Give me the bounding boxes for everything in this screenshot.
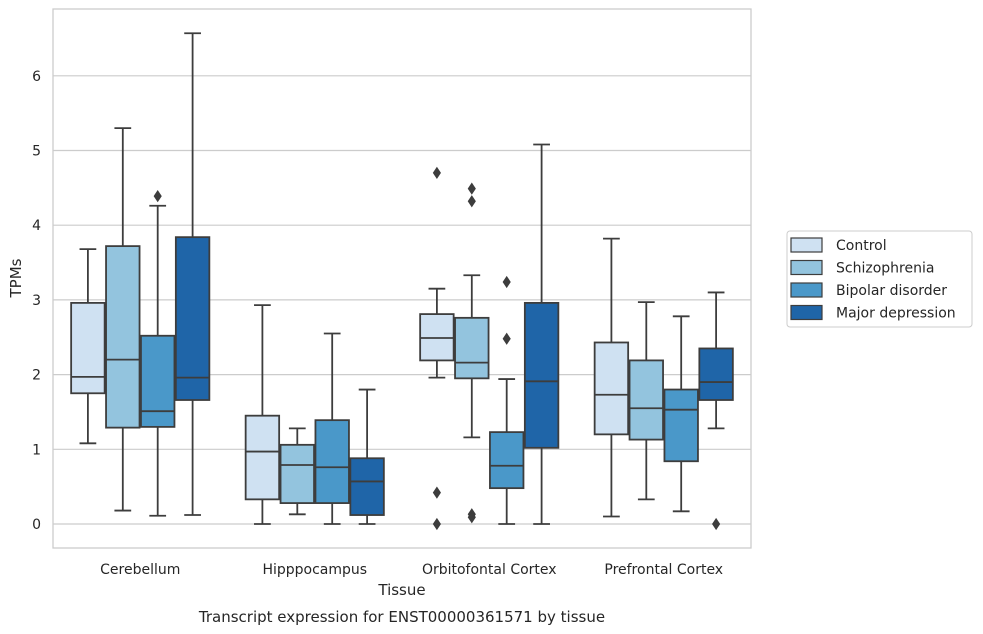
box-0-3: [593, 237, 630, 518]
box-1-3: [628, 301, 664, 501]
box-1-2: [454, 182, 490, 524]
legend-label-0: Control: [836, 238, 887, 254]
x-tick-label-3: Prefrontal Cortex: [604, 562, 723, 578]
outlier-0: [712, 517, 721, 531]
x-axis-ticks: Cerebellum Hipppocampus Orbitofontal Corte…: [100, 562, 723, 578]
legend: Control Schizophrenia Bipolar disorder Majo…: [786, 230, 973, 328]
box-body: [349, 457, 385, 516]
outlier-1: [432, 486, 441, 499]
box-series: [70, 32, 734, 531]
box-3-1: [349, 388, 385, 525]
box-body: [489, 431, 525, 490]
box-body: [314, 419, 350, 504]
box-0-1: [244, 304, 281, 525]
legend-label-1: Schizophrenia: [836, 261, 934, 277]
x-tick-label-0: Cerebellum: [100, 562, 180, 578]
y-axis-ticks: 0 1 2 3 4 5 6: [32, 69, 41, 533]
x-axis-title: Tissue: [377, 581, 425, 599]
box-body: [105, 245, 141, 429]
legend-frame: [786, 230, 973, 328]
box-2-3: [663, 315, 699, 513]
y-tick-label-1: 1: [32, 442, 41, 458]
outlier-1: [502, 332, 511, 345]
legend-swatch-3: [790, 304, 823, 321]
box-body: [279, 443, 315, 504]
box-2-2: [489, 275, 525, 525]
legend-label-3: Major depression: [836, 306, 956, 322]
box-body: [174, 236, 211, 401]
outlier-2: [432, 517, 441, 531]
x-tick-label-2: Orbitofontal Cortex: [422, 562, 557, 578]
box-body: [454, 316, 490, 380]
plot-area: [52, 8, 752, 549]
y-tick-label-6: 6: [32, 69, 41, 85]
outlier-1: [467, 195, 476, 208]
outlier-0: [502, 275, 511, 289]
box-body: [663, 388, 699, 463]
legend-swatch-1: [790, 259, 823, 276]
y-tick-label-5: 5: [32, 144, 41, 160]
box-3-3: [698, 291, 734, 531]
outlier-0: [153, 189, 162, 203]
outlier-3: [467, 511, 476, 524]
box-0-2: [419, 166, 455, 531]
box-2-0: [140, 189, 176, 517]
legend-swatch-2: [790, 282, 823, 298]
box-2-1: [314, 332, 350, 525]
box-1-1: [279, 427, 315, 516]
gridlines: [53, 75, 751, 525]
box-body: [244, 414, 281, 501]
legend-label-2: Bipolar disorder: [836, 283, 947, 299]
x-tick-label-1: Hipppocampus: [262, 562, 367, 578]
outlier-0: [432, 166, 441, 180]
box-3-0: [174, 32, 211, 516]
y-axis-title: TPMs: [7, 258, 25, 298]
outlier-0: [467, 182, 476, 195]
box-body: [70, 301, 106, 395]
y-tick-label-4: 4: [32, 218, 41, 234]
box-body: [698, 347, 734, 401]
y-tick-label-0: 0: [32, 517, 41, 533]
box-body: [140, 334, 176, 428]
box-1-0: [105, 127, 141, 512]
y-tick-label-3: 3: [32, 293, 41, 309]
legend-swatch-0: [790, 237, 823, 253]
box-body: [593, 341, 630, 436]
box-0-0: [70, 248, 106, 445]
chart-caption: Transcript expression for ENST0000036157…: [198, 608, 605, 626]
y-tick-label-2: 2: [32, 368, 41, 384]
box-body: [628, 359, 664, 441]
box-body: [523, 301, 560, 449]
box-3-2: [523, 143, 560, 525]
